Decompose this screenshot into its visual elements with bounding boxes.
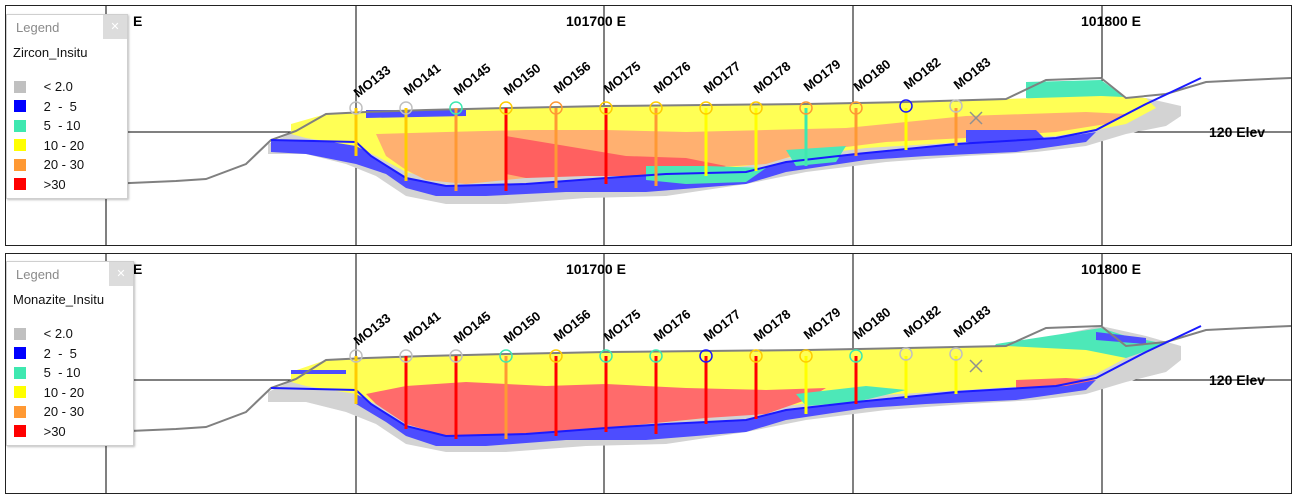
hole-label: MO178 [751,58,794,96]
hole-label: MO175 [601,306,644,344]
close-icon[interactable]: ✕ [109,262,133,286]
hole-label: MO133 [351,62,394,100]
close-icon[interactable]: ✕ [103,15,127,39]
legend-item: >30 [7,175,127,195]
legend-variable: Monazite_Insitu [13,292,133,312]
zone-blue-top [291,370,346,374]
section-canvas[interactable]: MO133 MO141 MO145 MO150 MO156 MO175 MO17… [6,6,1291,245]
easting-label: 101800 E [1081,261,1141,277]
legend-item: 2 - 5 [7,344,133,364]
section-panel-zircon: MO133 MO141 MO145 MO150 MO156 MO175 MO17… [5,5,1292,246]
section-canvas[interactable]: MO133 MO141 MO145 MO150 MO156 MO175 MO17… [6,254,1291,493]
hole-label: MO150 [501,60,544,98]
hole-label: MO156 [551,58,594,96]
easting-label: 101700 E [566,261,626,277]
hole-label: MO133 [351,310,394,348]
legend-item: < 2.0 [7,324,133,344]
hole-labels: MO133 MO141 MO145 MO150 MO156 MO175 MO17… [351,302,994,348]
legend-list: < 2.0 2 - 5 5 - 10 10 - 20 20 - 30 >30 [7,77,127,198]
hole-label: MO175 [601,58,644,96]
hole-label: MO182 [901,302,944,340]
legend-panel[interactable]: Legend ✕ Monazite_Insitu < 2.0 2 - 5 5 -… [6,261,134,446]
easting-label: 101700 E [566,13,626,29]
section-panel-monazite: MO133 MO141 MO145 MO150 MO156 MO175 MO17… [5,253,1292,494]
legend-variable: Zircon_Insitu [13,45,127,65]
swatch [14,100,26,112]
elevation-label: 120 Elev [1209,372,1265,388]
hole-label: MO180 [851,304,894,342]
legend-item: 2 - 5 [7,97,127,117]
legend-item: 10 - 20 [7,136,127,156]
easting-label: E [133,261,142,277]
hole-label: MO141 [401,60,444,98]
easting-label: 101800 E [1081,13,1141,29]
legend-item: 10 - 20 [7,383,133,403]
legend-item: >30 [7,422,133,442]
swatch [14,386,26,398]
legend-item: < 2.0 [7,77,127,97]
hole-label: MO177 [701,306,744,344]
hole-label: MO180 [851,56,894,94]
swatch [14,178,26,190]
legend-title: Legend [16,267,59,282]
swatch [14,328,26,340]
swatch [14,81,26,93]
hole-label: MO182 [901,54,944,92]
hole-label: MO178 [751,306,794,344]
swatch [14,425,26,437]
hole-label: MO150 [501,308,544,346]
swatch [14,406,26,418]
swatch [14,159,26,171]
hole-label: MO156 [551,306,594,344]
swatch [14,139,26,151]
hole-label: MO177 [701,58,744,96]
hole-label: MO145 [451,308,494,346]
hole-label: MO141 [401,308,444,346]
legend-title: Legend [16,20,59,35]
legend-item: 20 - 30 [7,155,127,175]
legend-item: 5 - 10 [7,363,133,383]
swatch [14,120,26,132]
hole-label: MO179 [801,56,844,94]
legend-item: 5 - 10 [7,116,127,136]
legend-item: 20 - 30 [7,402,133,422]
hole-labels: MO133 MO141 MO145 MO150 MO156 MO175 MO17… [351,54,994,100]
hole-label: MO179 [801,304,844,342]
swatch [14,367,26,379]
legend-panel[interactable]: Legend ✕ Zircon_Insitu < 2.0 2 - 5 5 - 1… [6,14,128,199]
elevation-label: 120 Elev [1209,124,1265,140]
legend-list: < 2.0 2 - 5 5 - 10 10 - 20 20 - 30 >30 [7,324,133,445]
hole-label: MO176 [651,306,694,344]
swatch [14,347,26,359]
hole-label: MO183 [951,54,994,92]
hole-label: MO183 [951,302,994,340]
easting-label: E [133,13,142,29]
hole-label: MO176 [651,58,694,96]
hole-label: MO145 [451,60,494,98]
